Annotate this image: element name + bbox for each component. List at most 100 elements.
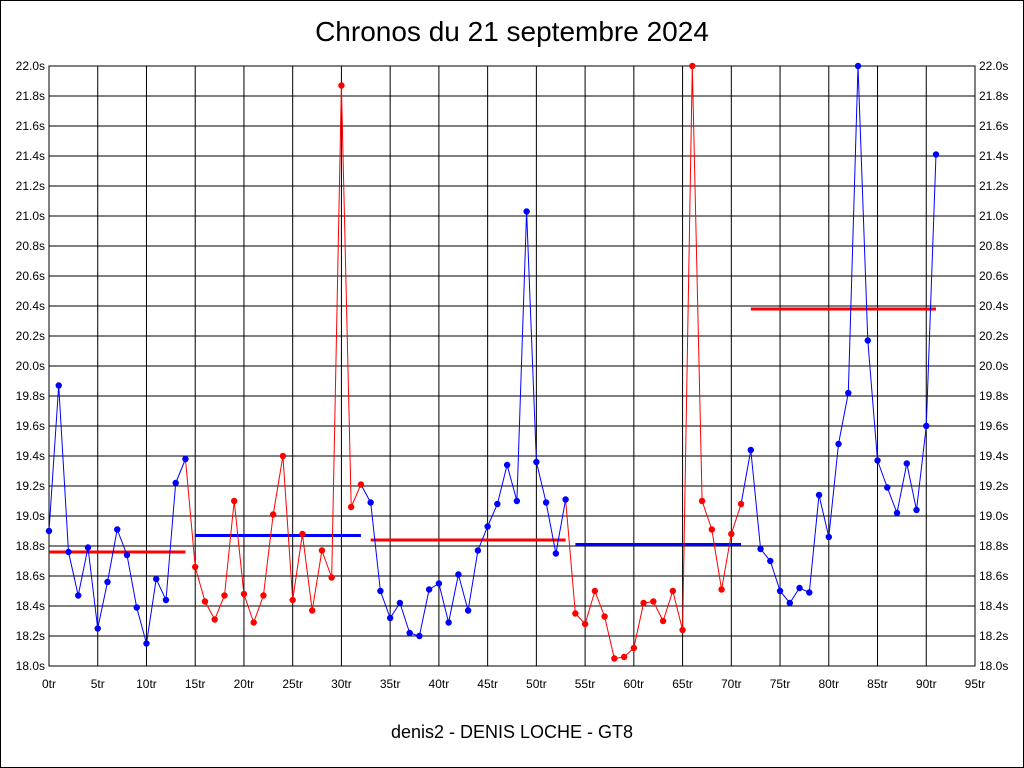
y-tick-label-right: 19.8s (979, 389, 1008, 403)
data-point (611, 655, 618, 662)
data-point (162, 596, 170, 604)
x-tick-label: 5tr (91, 677, 105, 691)
x-tick-label: 50tr (526, 677, 547, 691)
data-point (133, 604, 140, 611)
data-point (84, 544, 92, 551)
data-point (386, 614, 394, 622)
data-point (728, 530, 735, 538)
data-point (192, 563, 199, 571)
data-point (75, 592, 82, 599)
y-tick-label-right: 19.0s (979, 509, 1008, 523)
data-point (757, 545, 764, 553)
data-point (689, 62, 696, 70)
x-tick-label: 65tr (672, 677, 693, 691)
y-tick-label-left: 20.8s (16, 239, 45, 253)
y-tick-label-right: 20.6s (979, 269, 1008, 283)
data-point (806, 589, 813, 596)
data-point (416, 632, 423, 640)
y-tick-label-left: 21.2s (16, 179, 45, 193)
x-tick-label: 70tr (721, 677, 742, 691)
data-point (318, 547, 326, 554)
data-point (94, 625, 101, 632)
x-tick-label: 0tr (42, 677, 56, 691)
chart-subtitle: denis2 - DENIS LOCHE - GT8 (390, 722, 634, 742)
data-point (231, 497, 238, 505)
data-point (328, 574, 335, 581)
x-tick-label: 35tr (380, 677, 401, 691)
data-point (903, 460, 910, 467)
data-point (445, 619, 452, 626)
data-point (65, 548, 72, 556)
data-point (572, 610, 579, 617)
y-tick-label-right: 21.2s (979, 179, 1008, 193)
y-tick-label-right: 21.0s (979, 209, 1008, 223)
data-point (562, 496, 569, 503)
data-point (796, 584, 803, 592)
y-tick-label-left: 19.8s (16, 389, 45, 403)
data-point (289, 596, 296, 604)
x-tick-label: 85tr (867, 677, 888, 691)
data-point (347, 503, 355, 511)
data-point (250, 619, 257, 626)
x-tick-label: 20tr (234, 677, 255, 691)
series-line (194, 85, 362, 625)
y-tick-label-left: 18.8s (16, 539, 45, 553)
x-tick-label: 80tr (818, 677, 839, 691)
y-tick-label-right: 20.0s (979, 359, 1008, 373)
x-tick-label: 60tr (623, 677, 644, 691)
data-point (201, 598, 209, 605)
data-point (523, 208, 530, 215)
y-tick-label-right: 18.6s (979, 569, 1008, 583)
data-point (767, 557, 774, 565)
y-tick-label-left: 18.0s (16, 659, 45, 673)
y-tick-label-right: 18.0s (979, 659, 1008, 673)
data-point (552, 550, 560, 557)
chart-title: Chronos du 21 septembre 2024 (315, 16, 709, 47)
data-point (435, 580, 443, 587)
data-point (913, 506, 920, 514)
y-tick-label-left: 20.2s (16, 329, 45, 343)
y-tick-label-left: 18.2s (16, 629, 45, 643)
y-tick-label-right: 19.2s (979, 479, 1008, 493)
y-tick-label-left: 18.6s (16, 569, 45, 583)
data-point (825, 533, 832, 541)
data-point (737, 500, 745, 508)
plot-area (48, 65, 976, 667)
x-tick-label: 55tr (575, 677, 596, 691)
y-tick-label-left: 19.2s (16, 479, 45, 493)
y-tick-label-left: 21.0s (16, 209, 45, 223)
data-point (620, 653, 628, 661)
data-point (542, 499, 550, 506)
y-tick-label-right: 21.6s (979, 119, 1008, 133)
data-point (104, 578, 111, 586)
y-tick-label-left: 21.6s (16, 119, 45, 133)
y-tick-label-right: 18.2s (979, 629, 1008, 643)
data-point (747, 446, 755, 454)
data-point (601, 613, 608, 620)
data-point (494, 500, 501, 508)
data-point (123, 551, 131, 559)
data-point (299, 530, 306, 538)
data-point (377, 587, 384, 595)
x-tick-label: 10tr (136, 677, 157, 691)
x-tick-label: 75tr (770, 677, 791, 691)
data-point (874, 457, 881, 464)
data-point (221, 592, 228, 599)
y-tick-label-left: 21.4s (16, 149, 45, 163)
series-line (750, 65, 937, 604)
y-tick-label-right: 18.8s (979, 539, 1008, 553)
data-point (474, 547, 482, 554)
data-point (864, 337, 871, 344)
data-point (513, 497, 521, 505)
x-tick-label: 45tr (477, 677, 498, 691)
y-tick-label-left: 18.4s (16, 599, 45, 613)
data-point (279, 452, 287, 460)
data-point (367, 499, 374, 506)
data-point (455, 571, 462, 578)
data-point (425, 586, 433, 593)
y-tick-label-left: 22.0s (16, 59, 45, 73)
y-tick-label-right: 20.4s (979, 299, 1008, 313)
data-point (581, 620, 589, 628)
data-point (45, 527, 53, 535)
